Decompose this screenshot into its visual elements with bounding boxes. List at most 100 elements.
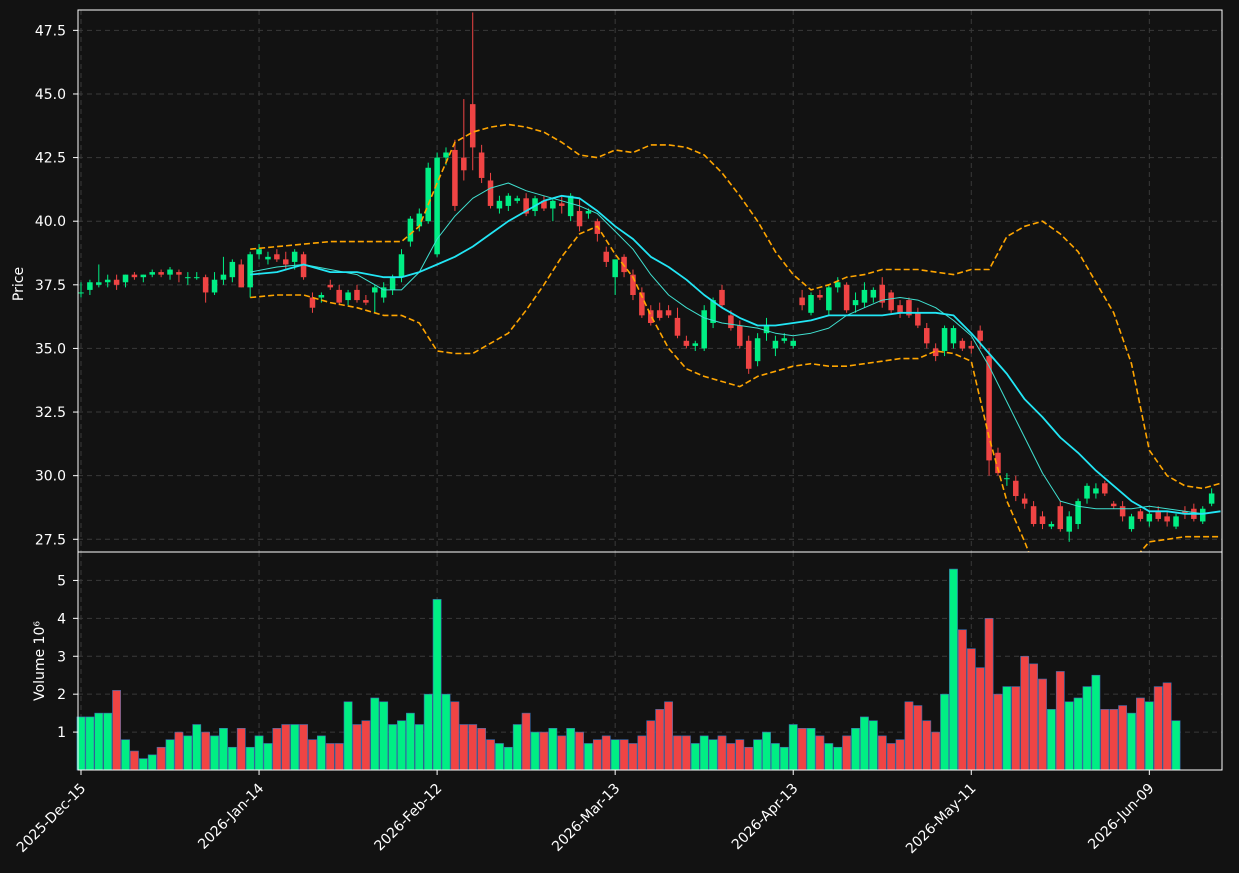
candle-body [612, 259, 618, 278]
volume-bar [708, 739, 718, 771]
moving-average-slow-line [250, 194, 1221, 515]
candle-body [923, 328, 930, 344]
price-marks [78, 12, 1215, 542]
volume-axis-label: Volume 10⁶ [32, 621, 48, 701]
volume-bar [423, 693, 433, 771]
candle-body [906, 300, 912, 316]
volume-bar [477, 727, 487, 771]
volume-bar [539, 731, 549, 771]
candle-body [1039, 516, 1046, 525]
volume-bar [726, 743, 736, 771]
candle-body [372, 287, 378, 293]
candle-body [1110, 503, 1117, 507]
candle-body [826, 287, 832, 311]
volume-bar [85, 716, 95, 771]
candle-body [1004, 478, 1010, 480]
volume-bar [619, 739, 629, 771]
volume-bar [432, 599, 442, 771]
candle-body [354, 289, 360, 301]
candle-body [452, 149, 458, 206]
candle-body [256, 249, 262, 255]
volume-bar [610, 739, 620, 771]
candle-body [941, 328, 948, 351]
volume-bar [1100, 709, 1110, 771]
candle-body [220, 274, 227, 280]
volume-bar [495, 743, 504, 771]
volume-bar [681, 735, 691, 771]
volume-bar [788, 724, 798, 771]
volume-bar [984, 618, 994, 771]
volume-bar [566, 727, 576, 771]
price-tick-label: 35.0 [35, 341, 66, 357]
price-y-axis: 27.5 30.0 32.5 35.0 37.5 40.0 42.5 45.0 47.5 [35, 23, 78, 548]
volume-bar [699, 735, 709, 771]
volume-bar [379, 701, 389, 771]
volume-bar [717, 735, 727, 771]
candle-body [1021, 498, 1028, 504]
volume-bar [762, 731, 771, 771]
volume-bar [601, 735, 611, 771]
candle-body [852, 300, 859, 306]
price-tick-label: 45.0 [35, 87, 66, 103]
candle-body [897, 305, 903, 313]
volume-bar [316, 735, 326, 771]
volume-bar [584, 743, 593, 771]
candle-body [443, 152, 449, 158]
candle-body [1128, 516, 1135, 530]
candle-body [380, 287, 387, 298]
candle-body [665, 310, 672, 316]
candle-body [461, 157, 467, 171]
volume-bar [210, 735, 219, 771]
candle-body [986, 356, 992, 461]
volume-bar [628, 743, 638, 771]
candle-body [318, 294, 325, 298]
candle-body [585, 211, 592, 214]
candle-body [265, 256, 271, 260]
candle-body [389, 277, 396, 290]
candle-body [238, 264, 245, 288]
candle-body [932, 348, 939, 357]
volume-y-axis: 1 2 3 4 5 [57, 573, 78, 741]
candle-body [541, 200, 547, 209]
candle-body [843, 284, 850, 311]
candle-body [96, 282, 102, 285]
volume-bar [138, 758, 148, 771]
candle-body [915, 312, 921, 326]
volume-bar [548, 727, 558, 771]
volume-bar [1136, 697, 1145, 771]
candle-body [710, 300, 716, 323]
candle-body [719, 289, 725, 306]
volume-bar [824, 743, 834, 771]
bollinger-upper-line [250, 123, 1221, 490]
volume-bars [76, 568, 1181, 771]
candle-body [1066, 516, 1072, 532]
volume-bar [486, 739, 495, 771]
volume-bar [753, 739, 763, 771]
volume-bar [130, 750, 139, 771]
volume-tick-label: 3 [57, 649, 66, 665]
volume-tick-label: 4 [57, 611, 66, 627]
candle-body [959, 340, 966, 349]
volume-bar [147, 754, 157, 771]
candle-body [363, 300, 369, 303]
candle-body [879, 284, 886, 303]
volume-bar [966, 648, 976, 771]
candle-body [550, 200, 556, 209]
volume-bar [406, 712, 415, 771]
volume-bar [219, 727, 228, 771]
volume-bar [557, 735, 567, 771]
candle-body [229, 261, 236, 278]
candle-body [603, 251, 610, 262]
volume-bar [735, 739, 745, 771]
candle-body [1164, 516, 1170, 522]
candle-body [78, 292, 84, 294]
candle-body [950, 328, 957, 344]
candle-body [131, 274, 138, 278]
candle-body [469, 104, 476, 148]
volume-bar [94, 712, 104, 771]
volume-bar [637, 735, 647, 771]
volume-bar [370, 697, 380, 771]
volume-bar [503, 746, 513, 771]
candle-body [274, 254, 280, 260]
